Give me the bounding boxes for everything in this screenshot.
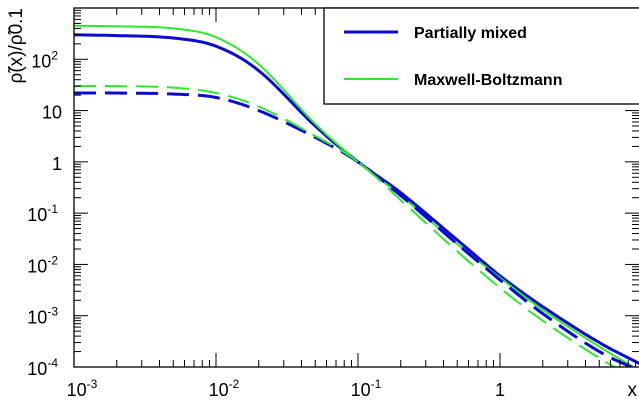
y-tick-label: 10-3 — [27, 305, 58, 328]
y-tick-label: 102 — [31, 48, 58, 71]
y-axis-label: ρ̃(x)/ρ̃0.1 — [6, 8, 27, 83]
y-tick-label: 10-2 — [27, 253, 58, 276]
x-tick-label: 10-2 — [209, 377, 240, 400]
legend-box — [323, 7, 639, 105]
series-layer — [74, 24, 639, 367]
legend: Partially mixed Maxwell-Boltzmann — [323, 7, 639, 105]
y-tick-label: 10 — [42, 103, 62, 123]
x-tick-label: 10-3 — [67, 377, 98, 400]
legend-label-0: Partially mixed — [414, 25, 527, 42]
series-line-3 — [74, 85, 617, 367]
legend-label-1: Maxwell-Boltzmann — [414, 72, 562, 89]
x-axis-label: x — [628, 380, 638, 401]
y-tick-label: 1 — [52, 154, 62, 174]
y-axis-label-text: ρ̃(x)/ρ̃0.1 — [6, 8, 27, 83]
series-line-2 — [74, 91, 635, 367]
y-tick-label: 10-4 — [27, 356, 58, 379]
x-tick-label: 10-1 — [351, 377, 382, 400]
y-tick-label: 10-1 — [27, 202, 58, 225]
labels-layer: 10-3 10-2 10-1 1 10-4 10-3 10-2 10-1 1 10 102 — [27, 48, 505, 400]
x-tick-label: 1 — [495, 380, 505, 400]
